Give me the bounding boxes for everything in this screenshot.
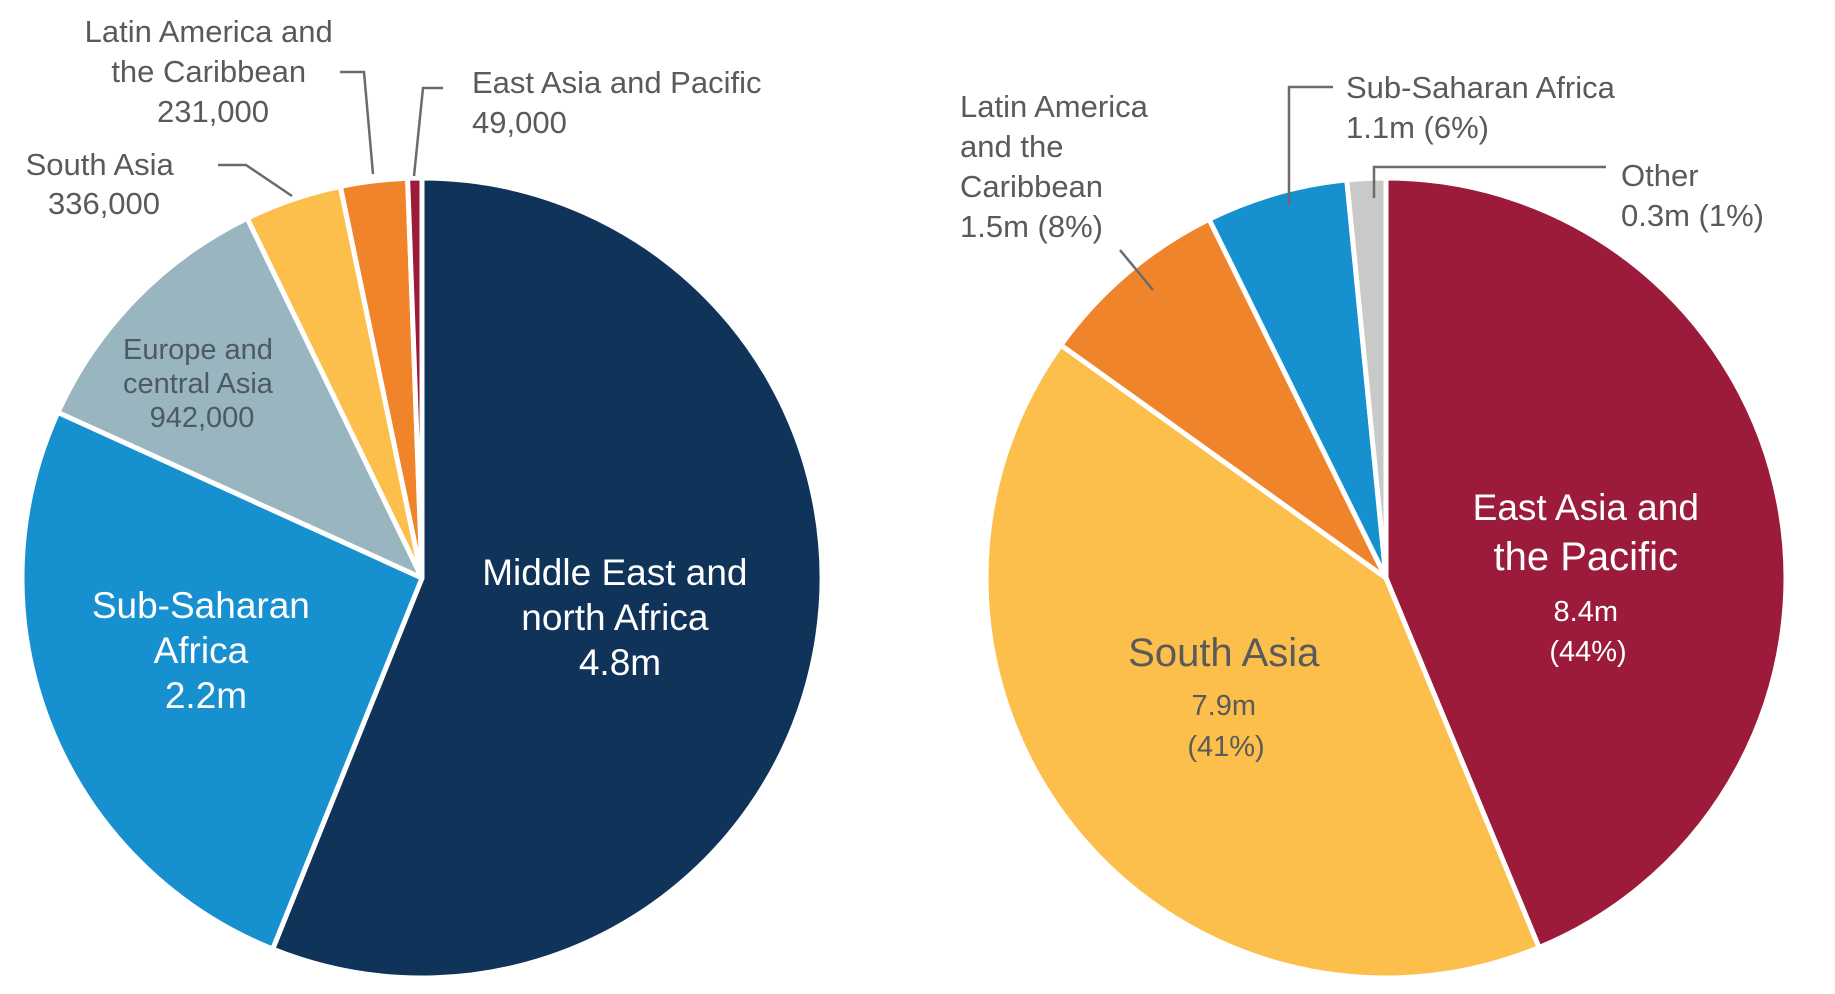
label-other: Other 0.3m (1%) bbox=[1621, 158, 1764, 233]
label-eca-line2: central Asia bbox=[123, 368, 274, 400]
label-other-line1: Other bbox=[1621, 158, 1699, 193]
label-lac-left-value: 231,000 bbox=[157, 94, 269, 129]
label-eap-right-line2: the Pacific bbox=[1494, 535, 1679, 579]
leader-lac-right bbox=[1119, 249, 1154, 291]
right-pie-slice-south-asia bbox=[983, 342, 1542, 981]
left-pie-slice-east-asia-and-pacific bbox=[405, 175, 425, 581]
label-ssa-right: Sub-Saharan Africa 1.1m (6%) bbox=[1346, 70, 1623, 145]
label-eca-value: 942,000 bbox=[150, 402, 255, 434]
label-lac-left: Latin America and the Caribbean 231,000 bbox=[85, 14, 342, 129]
right-pie-slice-latin-america-and-the-caribbean bbox=[1058, 216, 1389, 581]
label-eap-left-value: 49,000 bbox=[472, 105, 567, 140]
label-lac-right: Latin America and the Caribbean 1.5m (8%… bbox=[960, 89, 1156, 244]
left-pie-slice-middle-east-and-north-africa bbox=[270, 175, 825, 981]
label-south-asia-left-line1: South Asia bbox=[26, 147, 175, 182]
label-lac-right-line1: Latin America bbox=[960, 89, 1149, 124]
label-lac-left-line2: the Caribbean bbox=[111, 54, 306, 89]
label-lac-left-line1: Latin America and bbox=[85, 14, 333, 49]
label-ssa-left: Sub-Saharan Africa 2.2m bbox=[92, 585, 320, 716]
label-mena-value: 4.8m bbox=[579, 642, 661, 683]
label-lac-right-line2: and the bbox=[960, 129, 1063, 164]
label-mena-line1: Middle East and bbox=[482, 552, 747, 593]
label-mena-line2: north Africa bbox=[521, 597, 709, 638]
label-mena: Middle East and north Africa 4.8m bbox=[482, 552, 758, 683]
label-south-asia-right-value: 7.9m bbox=[1192, 690, 1256, 722]
label-south-asia-left-value: 336,000 bbox=[48, 186, 160, 221]
label-eap-right: East Asia and the Pacific 8.4m (44%) bbox=[1473, 487, 1704, 668]
leader-lac-left bbox=[340, 70, 375, 175]
pie-chart-right bbox=[983, 175, 1789, 981]
label-eap-left-line1: East Asia and Pacific bbox=[472, 65, 762, 100]
label-eap-right-line1: East Asia and bbox=[1473, 487, 1699, 528]
label-south-asia-right-line1: South Asia bbox=[1128, 631, 1320, 675]
label-eap-left: East Asia and Pacific 49,000 bbox=[472, 65, 770, 140]
pie-chart-left bbox=[19, 175, 825, 981]
label-ssa-left-line2: Africa bbox=[154, 630, 249, 671]
right-pie-slice-east-asia-and-the-pacific bbox=[1383, 175, 1789, 951]
label-lac-right-line3: Caribbean bbox=[960, 169, 1103, 204]
label-ssa-left-value: 2.2m bbox=[165, 675, 247, 716]
label-eca: Europe and central Asia 942,000 bbox=[123, 334, 281, 434]
label-eca-line1: Europe and bbox=[123, 334, 273, 366]
label-lac-right-value: 1.5m (8%) bbox=[960, 209, 1103, 244]
label-eap-right-value: 8.4m bbox=[1554, 596, 1618, 628]
label-eap-right-percent: (44%) bbox=[1549, 636, 1626, 668]
right-pie-slice-sub-saharan-africa bbox=[1206, 177, 1389, 581]
left-pie-slice-sub-saharan-africa bbox=[19, 409, 425, 952]
leader-ssa-right bbox=[1287, 85, 1333, 205]
label-south-asia-right-percent: (41%) bbox=[1187, 731, 1264, 763]
right-pie-slice-other bbox=[1344, 175, 1389, 581]
leader-other bbox=[1372, 165, 1606, 198]
label-south-asia-right: South Asia 7.9m (41%) bbox=[1128, 631, 1324, 763]
leader-eap-left bbox=[412, 86, 443, 177]
left-pie-slice-europe-and-central-asia bbox=[55, 215, 425, 581]
label-ssa-right-line1: Sub-Saharan Africa bbox=[1346, 70, 1616, 105]
label-ssa-right-value: 1.1m (6%) bbox=[1346, 110, 1489, 145]
label-south-asia-left: South Asia 336,000 bbox=[26, 147, 183, 221]
label-other-value: 0.3m (1%) bbox=[1621, 198, 1764, 233]
label-ssa-left-line1: Sub-Saharan bbox=[92, 585, 310, 626]
leader-south-asia-left bbox=[218, 163, 293, 198]
